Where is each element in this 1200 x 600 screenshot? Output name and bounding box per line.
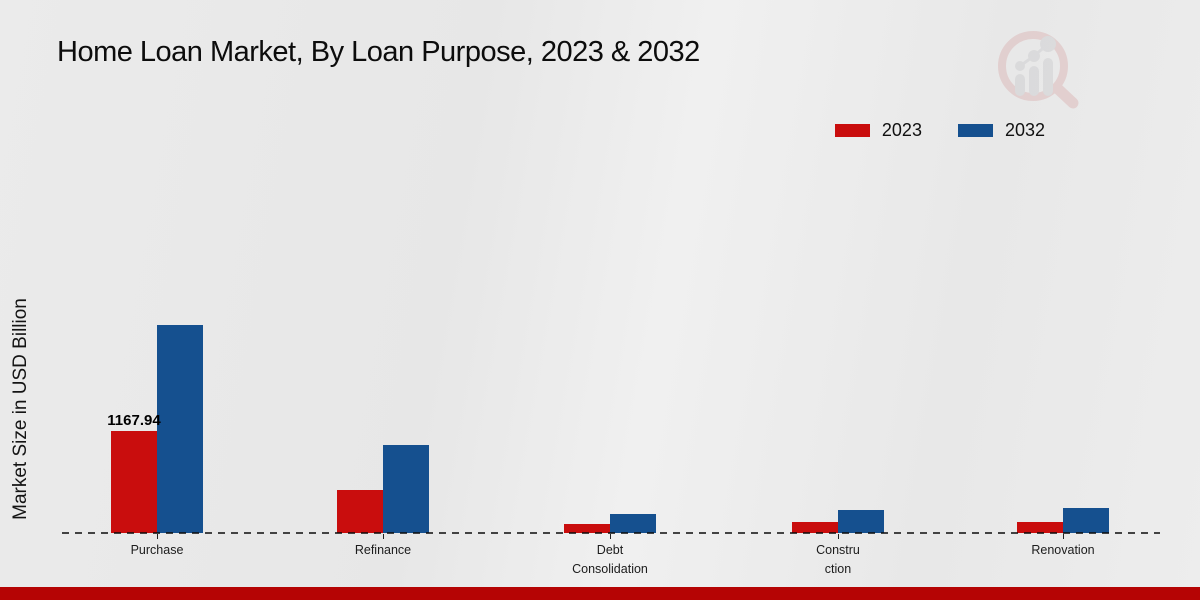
chart-title: Home Loan Market, By Loan Purpose, 2023 … [57, 36, 700, 68]
category-label-purchase: Purchase [130, 543, 184, 557]
category-label-refinance: Refinance [354, 543, 412, 557]
brand-watermark-logo [993, 26, 1081, 110]
category-label-debt-consolidation: Debt Consolidation [572, 543, 648, 577]
y-axis-label: Market Size in USD Billion [10, 298, 31, 520]
bar-2023-refinance [337, 490, 383, 533]
category-label-renovation: Renovation [1031, 543, 1095, 557]
bar-2023-renovation [1017, 522, 1063, 533]
bar-2032-debt-consolidation [610, 514, 656, 533]
category-label-constru-ction: Constru ction [816, 543, 860, 577]
x-axis-tick-renovation [1063, 534, 1064, 539]
magnifier-chart-logo-icon [998, 31, 1079, 109]
bar-2023-debt-consolidation [564, 524, 610, 533]
x-axis-tick-purchase [157, 534, 158, 539]
x-axis-tick-debt-consolidation [610, 534, 611, 539]
legend-swatch-2023 [834, 124, 870, 137]
bar-2023-constru-ction [792, 522, 838, 533]
legend-item-2032: 2032 [957, 120, 1045, 141]
bar-2032-constru-ction [838, 510, 884, 533]
legend-item-2023: 2023 [834, 120, 922, 141]
bar-2032-refinance [383, 445, 429, 533]
bar-2023-purchase [111, 431, 157, 533]
bar-2032-renovation [1063, 508, 1109, 533]
x-axis-tick-constru-ction [838, 534, 839, 539]
legend-label-2023: 2023 [881, 120, 922, 140]
legend-swatch-2032 [957, 124, 993, 137]
x-axis-baseline [62, 532, 1160, 534]
legend: 2023 2032 [834, 120, 1045, 141]
footer-red-band [0, 587, 1200, 600]
x-axis-tick-refinance [383, 534, 384, 539]
bar-2032-purchase [157, 325, 203, 533]
legend-label-2032: 2032 [1004, 120, 1045, 140]
bar-value-label-2023-purchase: 1167.94 [107, 412, 161, 429]
